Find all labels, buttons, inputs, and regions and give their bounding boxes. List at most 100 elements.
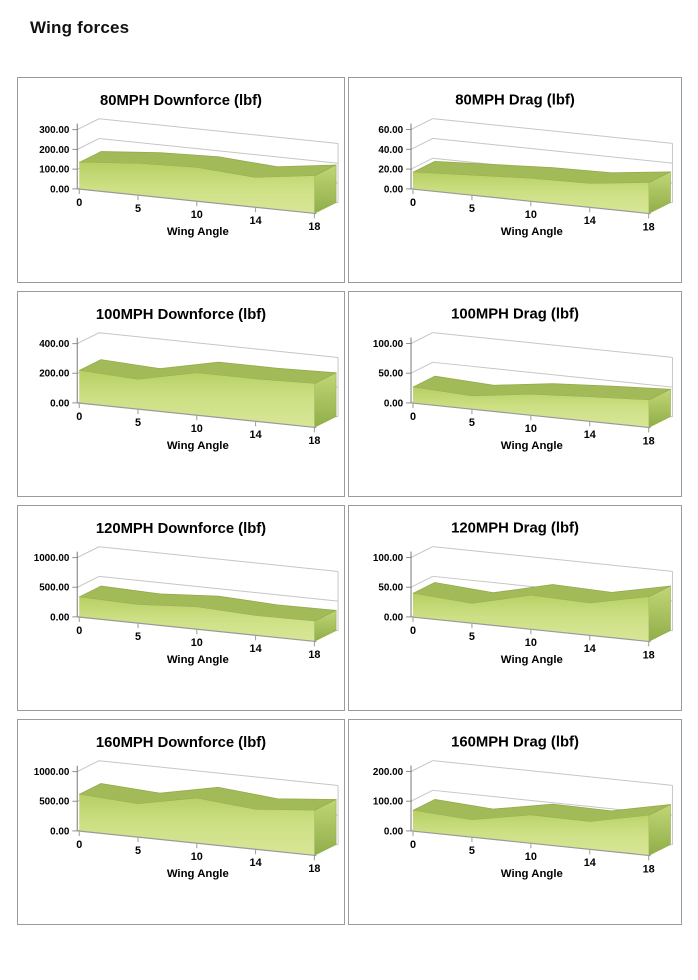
x-tick-label: 18: [643, 221, 655, 233]
x-tick-label: 18: [308, 221, 320, 233]
y-tick-label: 300.00: [39, 125, 70, 136]
wall-grid-segment: [77, 575, 100, 588]
x-tick-label: 0: [410, 411, 416, 423]
wall-grid-segment: [410, 137, 434, 150]
x-tick-label: 14: [584, 643, 596, 655]
chart-title: 160MPH Downforce (lbf): [96, 735, 266, 751]
x-tick-label: 10: [191, 637, 203, 649]
chart-100mph-downforce: 100MPH Downforce (lbf) 0.00 200.00 400.00 0 5…: [17, 291, 345, 497]
y-tick-label: 0.00: [50, 826, 70, 837]
chart-120mph-downforce: 120MPH Downforce (lbf) 0.00 500.00 1000.00 0…: [17, 505, 345, 711]
wall-grid-segment: [410, 118, 434, 130]
y-tick-label: 400.00: [39, 339, 70, 350]
back-gridline: [98, 760, 339, 786]
x-tick-label: 10: [525, 637, 537, 649]
back-gridline: [98, 575, 339, 602]
back-gridline: [98, 332, 339, 358]
chart-canvas: 100MPH Drag (lbf) 0.00 50.00 100.00 0 5 10 14 18…: [373, 307, 673, 452]
x-axis: [77, 188, 317, 215]
x-tick-label: 5: [135, 631, 141, 643]
y-tick-label: 0.00: [50, 398, 70, 409]
x-tick-label: 14: [250, 643, 262, 655]
back-gridline: [432, 118, 673, 144]
wall-grid-segment: [77, 332, 100, 345]
x-tick-label: 5: [135, 203, 141, 215]
x-tick-label: 10: [191, 851, 203, 863]
x-tick-label: 0: [76, 839, 82, 851]
y-tick-label: 100.00: [39, 165, 70, 176]
y-tick-label: 100.00: [373, 553, 404, 564]
x-tick-label: 14: [250, 857, 262, 869]
x-axis-title: Wing Angle: [167, 440, 229, 452]
x-tick-label: 14: [584, 429, 596, 441]
chart-canvas: 160MPH Downforce (lbf) 0.00 500.00 1000.00 0…: [34, 735, 339, 880]
wall-grid-segment: [77, 546, 100, 559]
y-tick-label: 0.00: [384, 826, 404, 837]
x-tick-label: 0: [76, 625, 82, 637]
x-tick-label: 5: [469, 203, 475, 215]
x-tick-label: 5: [469, 417, 475, 429]
chart-title: 160MPH Drag (lbf): [451, 735, 579, 751]
back-gridline: [432, 137, 673, 164]
chart-title: 120MPH Downforce (lbf): [96, 521, 266, 537]
x-tick-label: 10: [191, 423, 203, 435]
x-axis: [410, 616, 651, 643]
x-tick-label: 0: [410, 839, 416, 851]
wall-grid-segment: [410, 361, 434, 374]
wall-grid-segment: [410, 546, 434, 558]
x-tick-label: 14: [250, 429, 262, 441]
back-gridline: [432, 361, 673, 388]
x-tick-label: 0: [410, 197, 416, 209]
x-axis: [410, 402, 651, 429]
x-tick-label: 14: [250, 215, 262, 227]
x-tick-label: 5: [135, 417, 141, 429]
y-tick-label: 0.00: [50, 612, 70, 623]
chart-title: 80MPH Downforce (lbf): [100, 93, 262, 109]
x-axis: [410, 830, 651, 857]
x-tick-label: 10: [525, 423, 537, 435]
chart-100mph-drag: 100MPH Drag (lbf) 0.00 50.00 100.00 0 5 10 14 18…: [348, 291, 682, 497]
y-tick-label: 0.00: [384, 184, 404, 195]
area-series: [413, 387, 649, 428]
y-tick-label: 0.00: [50, 184, 70, 195]
x-tick-label: 0: [76, 197, 82, 209]
y-tick-label: 500.00: [39, 797, 70, 808]
x-tick-label: 18: [643, 863, 655, 875]
chart-canvas: 80MPH Downforce (lbf) 0.00 100.00 200.00 300…: [39, 93, 339, 238]
x-tick-label: 10: [191, 209, 203, 221]
y-tick-label: 40.00: [378, 145, 403, 156]
area-series: [79, 596, 315, 642]
x-axis: [77, 616, 317, 643]
chart-120mph-drag: 120MPH Drag (lbf) 0.00 50.00 100.00 0 5 10 14 18…: [348, 505, 682, 711]
wall-grid-segment: [410, 575, 434, 588]
wall-grid-segment: [77, 760, 100, 773]
chart-canvas: 160MPH Drag (lbf) 0.00 100.00 200.00 0 5 10 14 1…: [373, 735, 673, 880]
area-series: [413, 810, 649, 856]
x-axis: [410, 188, 651, 215]
chart-canvas: 120MPH Drag (lbf) 0.00 50.00 100.00 0 5 10 14 18…: [373, 521, 673, 666]
chart-canvas: 120MPH Downforce (lbf) 0.00 500.00 1000.00 0…: [34, 521, 339, 666]
x-tick-label: 5: [469, 845, 475, 857]
x-axis-title: Wing Angle: [501, 868, 563, 880]
x-tick-label: 18: [308, 863, 320, 875]
chart-title: 100MPH Drag (lbf): [451, 307, 579, 323]
chart-title: 80MPH Drag (lbf): [455, 93, 575, 109]
area-series: [79, 162, 315, 214]
chart-canvas: 100MPH Downforce (lbf) 0.00 200.00 400.00 0 5…: [39, 307, 339, 452]
chart-160mph-downforce: 160MPH Downforce (lbf) 0.00 500.00 1000.00 0…: [17, 719, 345, 925]
y-tick-label: 1000.00: [34, 767, 70, 778]
y-tick-label: 200.00: [39, 145, 70, 156]
y-tick-label: 100.00: [373, 339, 404, 350]
y-tick-label: 500.00: [39, 583, 70, 594]
x-axis-title: Wing Angle: [501, 440, 563, 452]
chart-canvas: 80MPH Drag (lbf) 0.00 20.00 40.00 60.00 0 5 10 1…: [378, 93, 673, 238]
y-tick-label: 50.00: [378, 369, 403, 380]
x-tick-label: 18: [643, 435, 655, 447]
x-axis-title: Wing Angle: [167, 868, 229, 880]
y-tick-label: 50.00: [378, 583, 403, 594]
back-gridline: [432, 332, 673, 358]
chart-title: 100MPH Downforce (lbf): [96, 307, 266, 323]
x-axis-title: Wing Angle: [501, 654, 563, 666]
wall-grid-segment: [410, 157, 434, 170]
